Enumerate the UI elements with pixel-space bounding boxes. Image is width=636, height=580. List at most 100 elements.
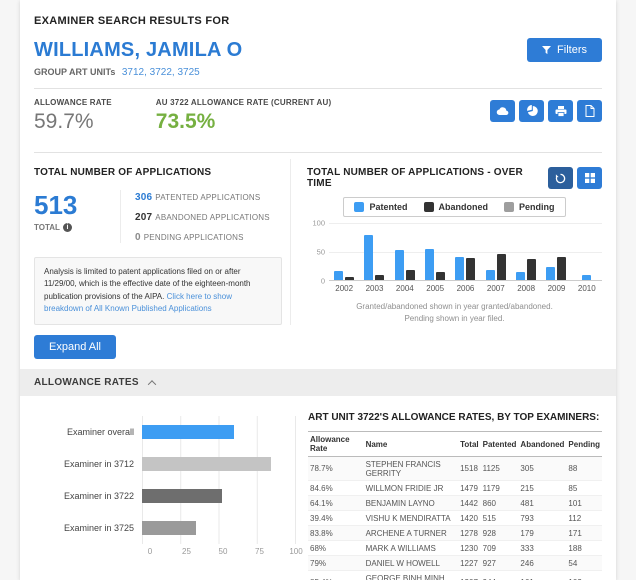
legend-swatch	[423, 202, 434, 212]
pie-chart-button[interactable]	[519, 100, 544, 122]
chart-caption: Granted/abandoned shown in year granted/…	[356, 302, 553, 323]
table-column-header: Name	[363, 431, 459, 457]
examiner-table-body: 78.7% STEPHEN FRANCIS GERRITY 1518 1125 305 8…	[308, 456, 602, 580]
x-tick-label: 2007	[486, 284, 505, 293]
total-label: TOTAL	[34, 223, 60, 232]
hbar-row: Examiner overall	[34, 416, 296, 448]
legend-item[interactable]: Abandoned	[423, 202, 488, 212]
breakdown-item: 0 PENDING APPLICATIONS	[135, 232, 244, 243]
bar-group	[329, 223, 359, 280]
bar-abandoned[interactable]	[345, 277, 355, 280]
examiner-name: WILLIAMS, JAMILA O	[34, 38, 243, 61]
total-applications-title: TOTAL NUMBER OF APPLICATIONS	[34, 167, 212, 178]
au-allowance-rate-stat: AU 3722 ALLOWANCE RATE (CURRENT AU) 73.5…	[156, 98, 332, 134]
table-row: 84.6% WILLMON FRIDIE JR 1479 1179 215 85	[308, 480, 602, 496]
x-tick-label: 2009	[547, 284, 566, 293]
bar-abandoned[interactable]	[496, 254, 506, 280]
table-row: 64.1% BENJAMIN LAYNO 1442 860 481 101	[308, 495, 602, 511]
chart-legend: Patented Abandoned Pending	[343, 197, 566, 217]
table-row: 78.7% STEPHEN FRANCIS GERRITY 1518 1125 305 8…	[308, 456, 602, 481]
group-art-units-links[interactable]: 3712, 3722, 3725	[121, 67, 200, 78]
bar-patented[interactable]	[546, 267, 556, 280]
info-icon[interactable]: i	[62, 223, 72, 232]
bar-patented[interactable]	[582, 274, 592, 280]
table-column-header: Allowance Rate	[308, 431, 364, 457]
hbar-category-label: Examiner overall	[66, 427, 134, 437]
hbar-row: Examiner in 3722	[34, 480, 296, 512]
hbar-category-label: Examiner in 3725	[63, 523, 134, 533]
reset-chart-button[interactable]	[548, 167, 573, 189]
table-row: 83.8% ARCHENE A TURNER 1278 928 179 171	[308, 525, 602, 541]
aipa-breakdown-link[interactable]: Click here to show breakdown of All Know…	[44, 291, 232, 314]
bar-group	[481, 223, 511, 280]
allowance-rates-chart: Examiner overall Examiner in 3712 Examiner…	[34, 410, 303, 580]
hbar-bar[interactable]	[142, 521, 196, 535]
bar-abandoned[interactable]	[557, 256, 567, 280]
pie-chart-icon	[526, 105, 538, 117]
x-tick-label: 50	[218, 547, 228, 556]
breakdown-item: 207 ABANDONED APPLICATIONS	[135, 212, 270, 223]
page-eyebrow: EXAMINER SEARCH RESULTS FOR	[34, 15, 230, 27]
hbar-category-label: Examiner in 3712	[63, 459, 134, 469]
bar-group	[541, 223, 571, 280]
x-tick-label: 75	[255, 547, 264, 556]
group-art-units-label: GROUP ART UNITs	[34, 67, 116, 77]
x-tick-label: 25	[182, 547, 191, 556]
bar-patented[interactable]	[516, 271, 526, 280]
x-tick-label: 0	[147, 547, 153, 556]
bar-group	[390, 223, 420, 280]
bar-patented[interactable]	[485, 270, 495, 280]
bar-abandoned[interactable]	[436, 271, 446, 280]
grid-icon	[584, 173, 595, 183]
x-tick-label: 2005	[426, 284, 445, 293]
y-tick-label: 50	[316, 247, 325, 257]
au-allowance-rate-label: AU 3722 ALLOWANCE RATE (CURRENT AU)	[155, 98, 332, 107]
hbar-bar[interactable]	[142, 457, 271, 471]
legend-item[interactable]: Pending	[504, 202, 555, 212]
x-tick-label: 2008	[517, 284, 536, 293]
table-row: 68% MARK A WILLIAMS 1230 709 333 188	[308, 540, 602, 556]
bar-abandoned[interactable]	[405, 270, 415, 280]
report-button[interactable]	[577, 100, 602, 122]
bar-abandoned[interactable]	[527, 259, 537, 280]
over-time-xaxis: 2002 2003 2004 2005 2006 2007 2008 2009 2010	[329, 281, 602, 293]
bar-patented[interactable]	[425, 249, 435, 280]
examiner-table-title: ART UNIT 3722'S ALLOWANCE RATES, BY TOP …	[308, 412, 600, 423]
bar-patented[interactable]	[394, 249, 404, 280]
over-time-yaxis: 0 50 100	[307, 219, 329, 286]
grid-view-button[interactable]	[577, 167, 602, 189]
bar-patented[interactable]	[455, 256, 465, 280]
section-allowance-rates[interactable]: ALLOWANCE RATES	[20, 369, 616, 396]
y-tick-label: 100	[312, 218, 325, 228]
aipa-note: Analysis is limited to patent applicatio…	[34, 257, 282, 325]
hbar-bar[interactable]	[142, 489, 222, 503]
legend-swatch	[504, 202, 514, 212]
bar-abandoned[interactable]	[466, 257, 476, 280]
expand-all-button[interactable]: Expand All	[34, 335, 116, 359]
legend-item[interactable]: Patented	[354, 202, 408, 212]
y-tick-label: 0	[320, 276, 325, 286]
allowance-rate-value: 59.7%	[34, 110, 94, 133]
hbar-axis: 0 25 50 75 100	[147, 544, 303, 556]
bar-group	[450, 223, 480, 280]
divider	[34, 152, 602, 153]
bar-patented[interactable]	[334, 270, 344, 280]
printer-icon	[555, 105, 567, 117]
bar-patented[interactable]	[364, 235, 374, 280]
over-time-title: TOTAL NUMBER OF APPLICATIONS - OVER TIME	[307, 167, 523, 189]
divider	[34, 88, 602, 89]
legend-swatch	[354, 202, 365, 212]
examiner-table-header: Allowance Rate Name Total Patented Abandoned…	[308, 431, 602, 457]
total-applications-value: 513	[34, 190, 78, 220]
chevron-up-icon	[147, 379, 157, 389]
examiner-table: Allowance Rate Name Total Patented Abandoned…	[308, 431, 602, 580]
breakdown-item: 306 PATENTED APPLICATIONS	[135, 192, 261, 203]
cloud-download-icon	[496, 106, 509, 117]
hbar-bar[interactable]	[142, 425, 234, 439]
x-tick-label: 2006	[456, 284, 475, 293]
bar-abandoned[interactable]	[375, 275, 385, 280]
x-tick-label: 2010	[577, 284, 596, 293]
print-button[interactable]	[548, 100, 573, 122]
filters-button[interactable]: Filters	[527, 38, 602, 62]
download-button[interactable]	[490, 100, 515, 122]
